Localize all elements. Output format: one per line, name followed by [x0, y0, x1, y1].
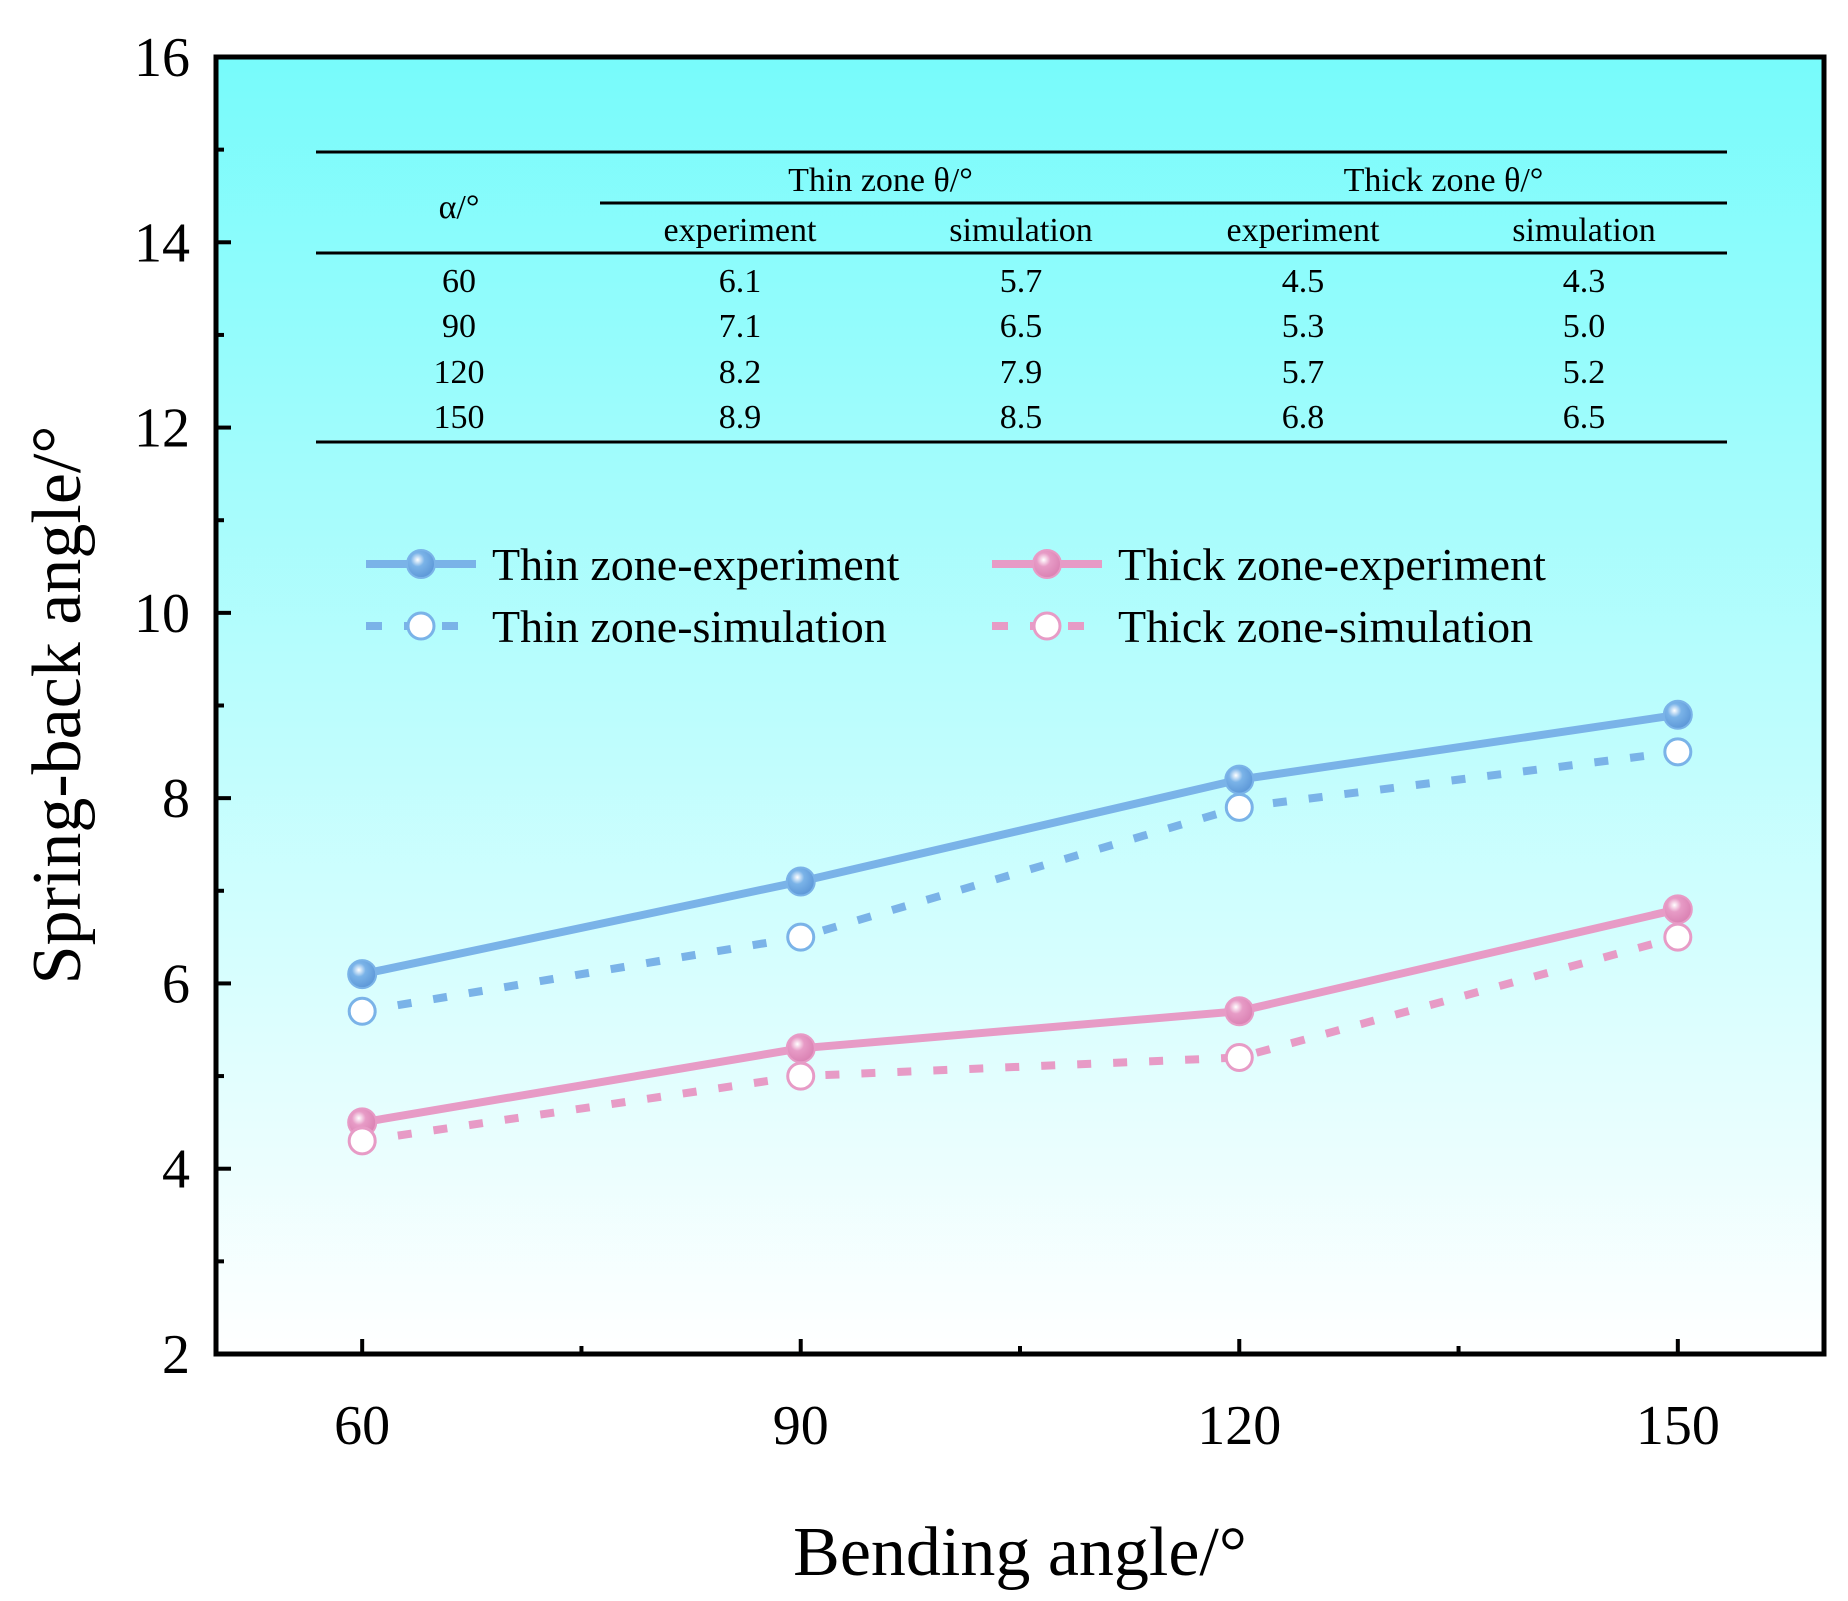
- x-tick-label: 150: [1636, 1395, 1720, 1457]
- plot-area: [216, 57, 1824, 1354]
- table-cell: 6.5: [1000, 308, 1043, 345]
- data-point: [785, 866, 816, 897]
- x-tick-label: 60: [334, 1395, 390, 1457]
- data-point: [1224, 764, 1255, 795]
- data-point: [785, 1033, 816, 1064]
- table-sub-header: experiment: [664, 212, 817, 249]
- table-cell: 5.3: [1282, 308, 1325, 345]
- series-line: [358, 905, 1682, 1127]
- y-tick-label: 10: [134, 583, 190, 645]
- table-sub-header: simulation: [949, 212, 1093, 249]
- y-tick-label: 2: [162, 1324, 190, 1386]
- legend-swatch-marker: [1032, 549, 1062, 579]
- data-point-open: [786, 922, 816, 952]
- table-cell: 7.1: [719, 308, 762, 345]
- table-cell: 5.7: [1282, 354, 1325, 391]
- table-cell: 60: [442, 263, 476, 300]
- data-point-open: [786, 1061, 816, 1091]
- table-cell: 8.9: [719, 399, 762, 436]
- x-axis-title: Bending angle/°: [793, 1514, 1247, 1591]
- table-cell: 6.5: [1563, 399, 1606, 436]
- y-tick-label: 14: [134, 212, 190, 274]
- table-cell: 4.3: [1563, 263, 1606, 300]
- table-corner-header: α/°: [439, 189, 480, 226]
- x-tick-label: 120: [1197, 1395, 1281, 1457]
- series-line: [361, 747, 1679, 1016]
- data-point: [1224, 996, 1255, 1027]
- x-tick-label: 90: [773, 1395, 829, 1457]
- y-tick-label: 6: [162, 953, 190, 1015]
- table-cell: 90: [442, 308, 476, 345]
- data-point-open: [1663, 922, 1693, 952]
- y-tick-label: 16: [134, 27, 190, 89]
- data-point-open: [347, 996, 377, 1026]
- series-line: [358, 710, 1682, 979]
- table-cell: 7.9: [1000, 354, 1043, 391]
- legend-swatch-marker: [406, 611, 436, 641]
- data-point: [1662, 894, 1693, 925]
- table-sub-header: simulation: [1512, 212, 1656, 249]
- table-sub-header: experiment: [1227, 212, 1380, 249]
- y-tick-label: 4: [162, 1139, 190, 1201]
- inset-table: α/° Thin zone θ/° Thick zone θ/° experiment…: [316, 150, 1727, 444]
- legend-label: Thick zone-experiment: [1118, 539, 1546, 590]
- table-cell: 5.0: [1563, 308, 1606, 345]
- y-axis-title: Spring-back angle/°: [19, 426, 96, 985]
- table-cell: 8.5: [1000, 399, 1043, 436]
- y-tick-label: 12: [134, 398, 190, 460]
- table-cell: 120: [434, 354, 485, 391]
- y-tick-label: 8: [162, 768, 190, 830]
- table-cell: 150: [434, 399, 485, 436]
- table-group-header: Thin zone θ/°: [788, 162, 973, 199]
- data-point-open: [1224, 792, 1254, 822]
- legend-label: Thick zone-simulation: [1118, 601, 1533, 652]
- data-point: [1662, 699, 1693, 730]
- table-cell: 5.7: [1000, 263, 1043, 300]
- table-cell: 8.2: [719, 354, 762, 391]
- table-cell: 5.2: [1563, 354, 1606, 391]
- data-point: [347, 959, 378, 990]
- legend-label: Thin zone-experiment: [492, 539, 900, 590]
- table-cell: 6.1: [719, 263, 762, 300]
- axes: 2 4 6 8 10 12 14 16 60 90 120 150: [134, 27, 1720, 1457]
- data-point-open: [347, 1126, 377, 1156]
- legend-label: Thin zone-simulation: [492, 601, 887, 652]
- table-group-header: Thick zone θ/°: [1344, 162, 1544, 199]
- data-point-open: [1224, 1043, 1254, 1073]
- data-point-open: [1663, 737, 1693, 767]
- table-cell: 4.5: [1282, 263, 1325, 300]
- legend-swatch-marker: [1032, 611, 1062, 641]
- legend: Thin zone-experiment Thin zone-simulation…: [366, 539, 1546, 652]
- series-line: [361, 933, 1679, 1145]
- table-cell: 6.8: [1282, 399, 1325, 436]
- legend-swatch-marker: [406, 549, 436, 579]
